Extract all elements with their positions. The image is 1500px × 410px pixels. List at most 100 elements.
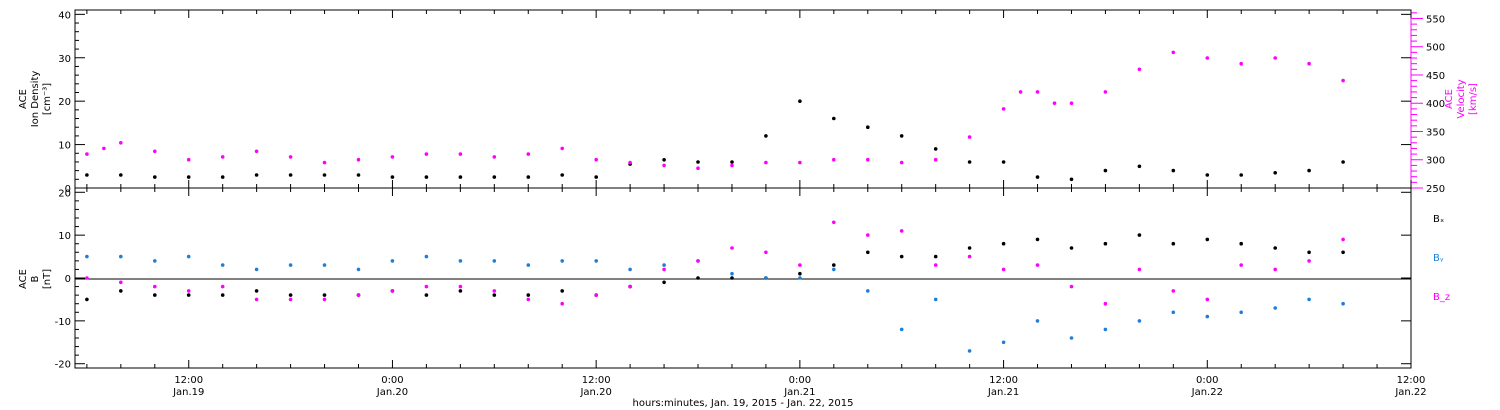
velocity-point [119,141,123,145]
density-panel-frame [74,9,1412,189]
x-tick-time: 12:00 [989,375,1018,386]
velocity-point [356,157,361,162]
bz-point [696,259,700,263]
velocity-point [899,160,904,165]
x-tick-date: Jan.20 [376,387,408,398]
bx-point [1137,233,1142,237]
velocity-point [153,149,157,154]
by-point [153,259,157,263]
bx-point [967,246,972,250]
density-point [1205,173,1210,177]
by-point [356,267,361,272]
by-point [1069,336,1074,340]
bx-point [1171,241,1176,246]
b-ylabel-line-2: B [30,275,41,282]
bx-point [458,289,463,293]
velocity-point [102,146,106,151]
bz-point [390,289,395,293]
density-point [153,175,157,179]
velocity-ylabel-line-2: Velocity [1456,79,1467,118]
velocity-point [1103,90,1108,94]
density-point [186,175,191,179]
bz-point [1069,284,1074,289]
velocity-point [628,160,632,165]
density-point [1035,175,1040,179]
bz-point [1103,301,1108,306]
bx-point [730,276,734,280]
density-point [1341,160,1345,164]
bx-point [1239,241,1243,246]
density-series [85,99,1345,182]
velocity-point [696,166,700,170]
velocity-point [1001,107,1006,111]
bx-point [322,293,327,297]
b-ylabel-line-1: ACE [18,269,29,289]
bx-point [696,276,700,280]
bx-series [85,233,1345,302]
density-point [866,125,870,129]
density-ylabel-line-1: ACE [18,89,29,109]
x-tick-date: Jan.21 [783,387,815,398]
density-ytick-label: 40 [58,10,71,21]
by-point [1205,314,1210,319]
density-point [933,147,938,151]
density-point [730,160,734,164]
by-point [1001,340,1006,345]
bx-point [1001,241,1006,246]
bz-point [594,293,598,297]
density-point [798,99,802,103]
by-point [390,259,395,263]
bx-point [1035,237,1040,242]
density-point [119,173,123,177]
x-tick-date: Jan.20 [579,387,611,398]
velocity-point [764,160,768,165]
x-tick-time: 12:00 [174,375,203,386]
bx-point [254,289,259,293]
by-point [1239,310,1243,315]
bx-point [798,271,802,276]
bx-point [85,297,89,302]
bz-point [1205,297,1210,302]
b-ytick-label: 0 [65,274,71,285]
x-tick-time: 0:00 [789,375,811,386]
x-tick-date: Jan.21 [987,387,1019,398]
bx-point [1273,246,1277,250]
bx-point [526,293,531,297]
magnetic-panel-frame [74,187,1412,369]
b-ytick-label: -20 [55,360,71,371]
by-point [1171,310,1176,315]
bz-point [1307,259,1311,263]
legend-bz: B_z [1433,292,1450,303]
velocity-point [390,155,395,159]
bz-point [560,301,564,306]
density-point [1069,177,1074,182]
bx-point [424,293,429,297]
by-point [322,263,327,267]
bz-point [85,276,89,280]
bx-point [220,293,225,297]
bx-point [1103,241,1108,246]
bz-point [424,284,429,289]
bz-point [628,284,632,289]
velocity-point [560,146,564,151]
bz-point [288,297,293,302]
bz-point [1035,263,1040,267]
bz-point [1001,267,1006,272]
ticks-layer: 0 10 20 30 40 250 300 350 400 450 500 550 -20 -10 0 10 2… [55,10,1445,371]
x-tick-date: Jan.19 [172,387,204,398]
by-point [832,267,836,272]
by-point [85,254,89,259]
x-tick-time: 12:00 [582,375,611,386]
by-point [594,259,598,263]
by-point [1341,301,1345,306]
density-ylabel-line-2: Ion Density [30,71,41,128]
bz-point [662,267,666,272]
density-point [1001,160,1006,164]
legend-bx: Bₓ [1433,214,1444,225]
density-axis-title: ACE Ion Density [cm⁻³] [18,71,53,128]
bz-point [832,220,836,225]
density-point [832,116,836,121]
density-ylabel-line-3: [cm⁻³] [42,83,53,115]
bz-series [85,220,1345,306]
